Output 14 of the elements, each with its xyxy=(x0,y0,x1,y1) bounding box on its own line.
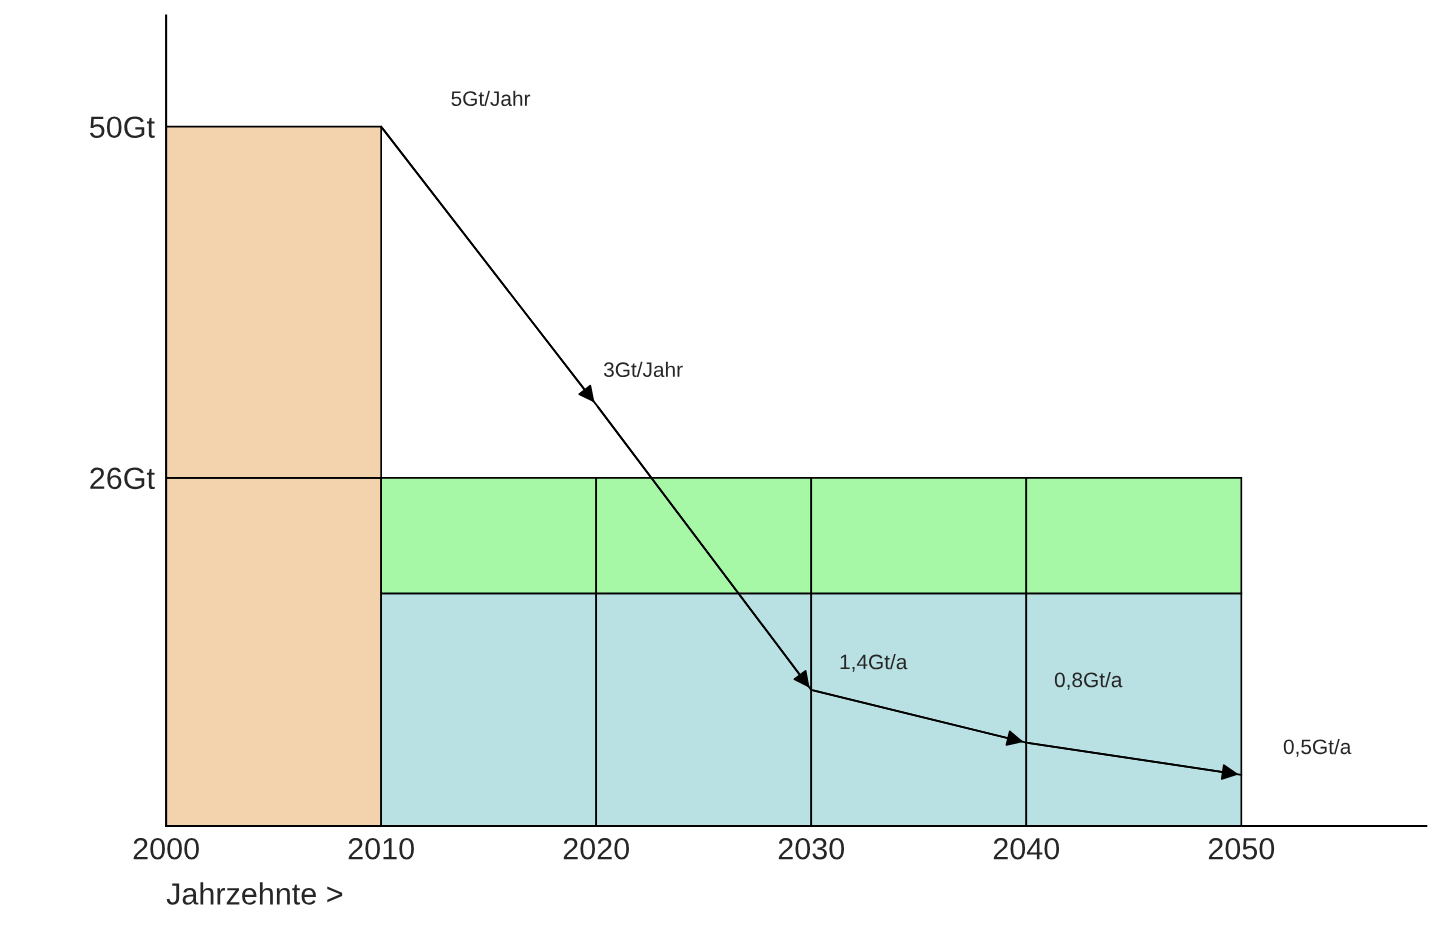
x-tick-label: 2000 xyxy=(133,837,199,860)
annotation: 0,5Gt/a xyxy=(1283,738,1352,757)
annotation: 5Gt/Jahr xyxy=(451,90,531,107)
y-tick-label: 26Gt xyxy=(90,467,155,490)
x-tick-label: 2040 xyxy=(993,837,1060,860)
annotation: 0,8Gt/a xyxy=(1054,671,1123,690)
x-tick-label: 2010 xyxy=(348,837,414,860)
x-axis-title: Jahrzehnte > xyxy=(166,882,343,905)
y-tick-label: 50Gt xyxy=(89,116,155,139)
x-tick-label: 2020 xyxy=(563,837,629,860)
x-tick-label: 2030 xyxy=(778,837,845,860)
annotation: 3Gt/Jahr xyxy=(603,361,683,378)
x-tick-label: 2050 xyxy=(1208,837,1275,860)
annotation: 1,4Gt/a xyxy=(840,654,908,672)
